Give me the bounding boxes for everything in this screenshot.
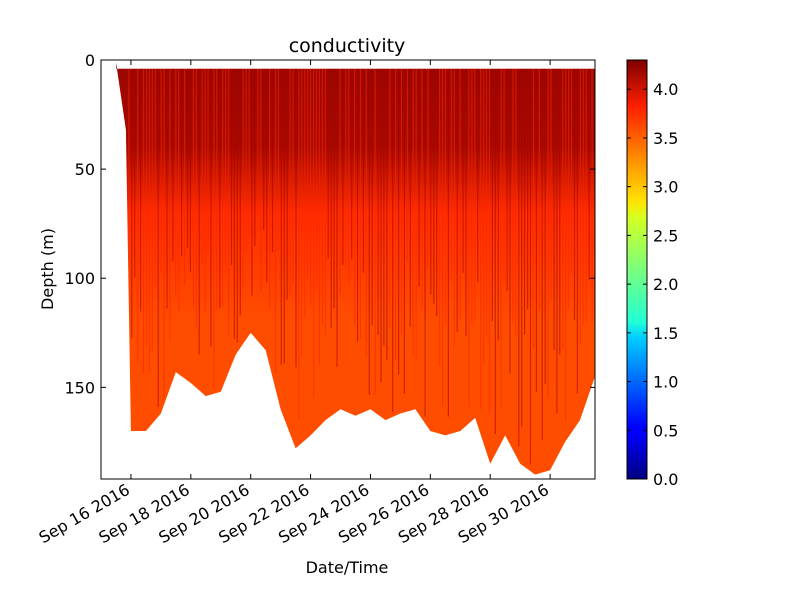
plot-frame [100,59,596,480]
cast-streaks [125,68,593,465]
colorbar-gradient [626,59,648,480]
colorbar-tick-label: 2.0 [653,275,678,294]
colorbar-tick-label: 2.5 [653,226,678,245]
colorbar-tick-label: 3.0 [653,178,678,197]
colorbar-ticks: 0.0 0.5 1.0 1.5 2.0 2.5 3.0 3.5 4.0 [627,80,678,489]
colorbar: 0.0 0.5 1.0 1.5 2.0 2.5 3.0 3.5 4.0 [626,59,678,489]
chart-title: conductivity [289,35,406,57]
data-layer [116,62,595,475]
y-tick-label: 150 [64,378,95,397]
y-tick-label: 50 [75,160,95,179]
y-tick-label: 100 [64,269,95,288]
colorbar-tick-label: 0.0 [653,470,678,489]
colorbar-tick-label: 4.0 [653,80,678,99]
y-axis: 0 50 100 150 [64,51,595,397]
x-axis-title: Date/Time [306,558,389,577]
y-tick-label: 0 [85,51,95,70]
colorbar-tick-label: 1.0 [653,373,678,392]
colorbar-tick-label: 1.5 [653,324,678,343]
colorbar-tick-label: 3.5 [653,129,678,148]
y-axis-title: Depth (m) [38,228,57,310]
plot-area [101,60,595,479]
colorbar-tick-label: 0.5 [653,421,678,440]
